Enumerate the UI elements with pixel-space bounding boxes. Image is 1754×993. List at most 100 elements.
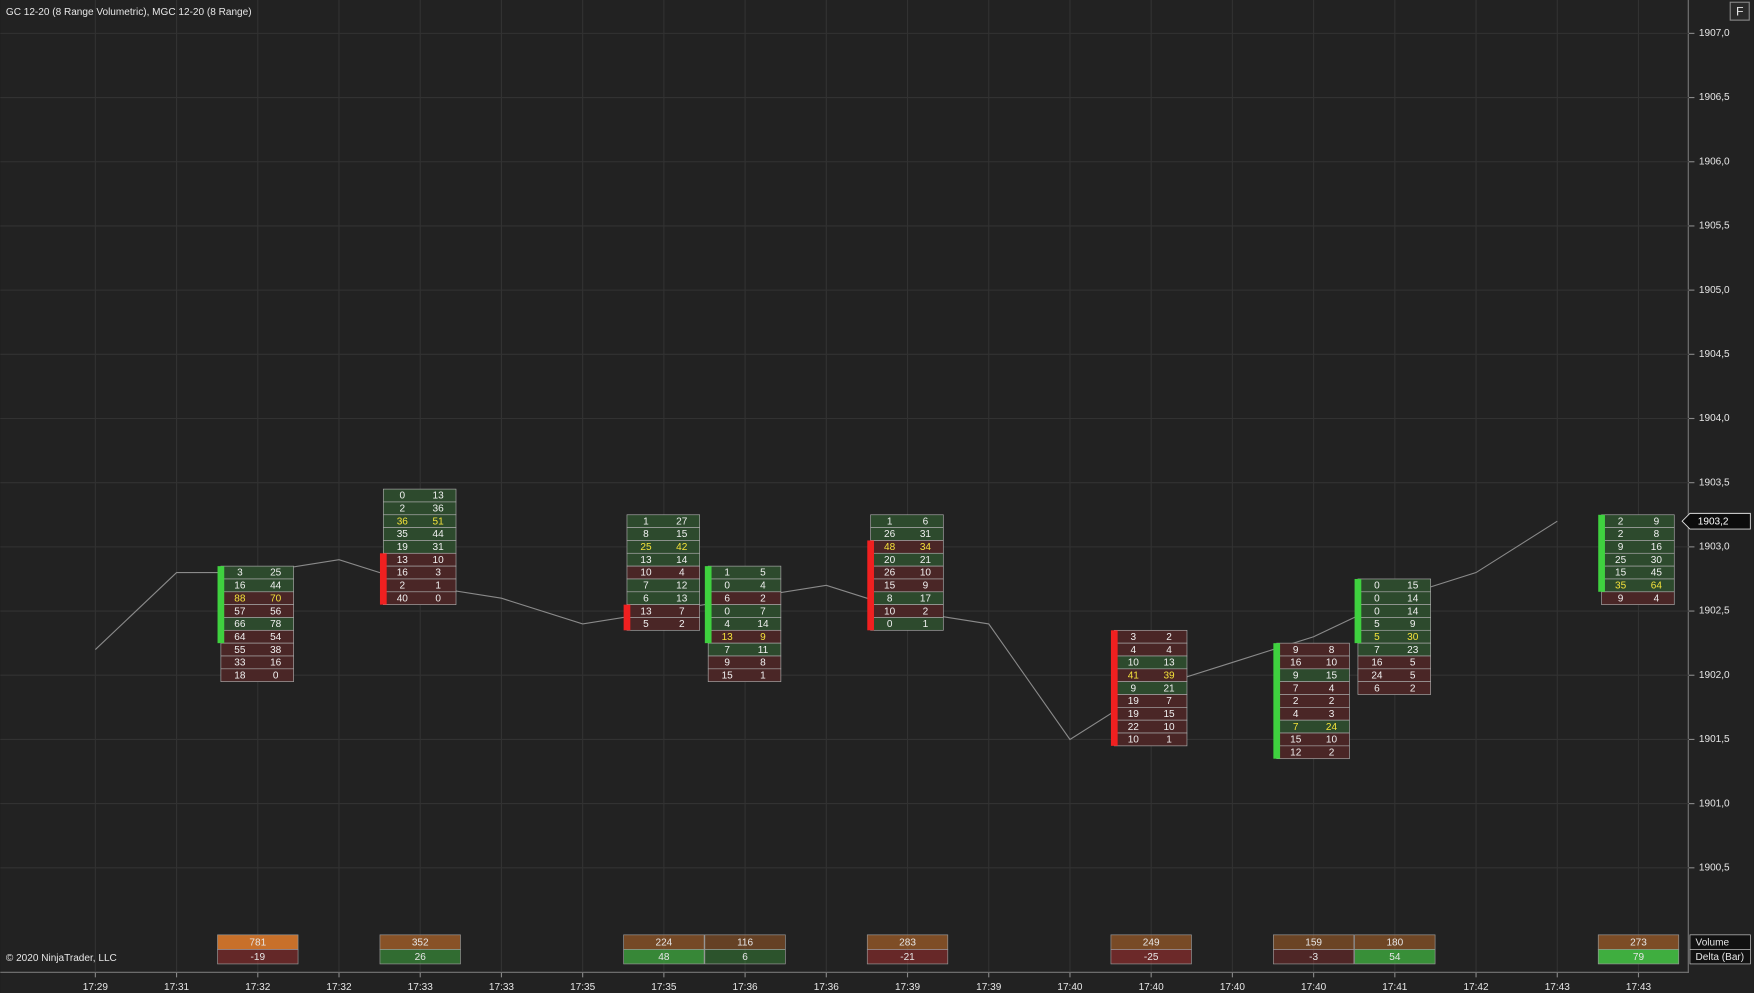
footprint-row bbox=[1276, 668, 1350, 682]
footprint-row bbox=[1113, 732, 1188, 747]
delta-box bbox=[1354, 949, 1436, 965]
bid-volume: 0 bbox=[887, 619, 893, 630]
footprint-row bbox=[1357, 681, 1431, 695]
x-tick-label: 17:43 bbox=[1545, 982, 1571, 993]
ask-volume: 7 bbox=[679, 606, 685, 617]
chart-title: GC 12-20 (8 Range Volumetric), MGC 12-20… bbox=[6, 7, 252, 18]
bid-volume: 25 bbox=[640, 542, 652, 553]
ask-volume: 23 bbox=[1407, 645, 1419, 656]
bid-volume: 0 bbox=[1374, 593, 1380, 604]
ask-volume: 10 bbox=[433, 555, 445, 566]
ask-volume: 5 bbox=[1410, 658, 1416, 669]
y-tick-label: 1904,5 bbox=[1699, 349, 1730, 360]
bid-volume: 16 bbox=[397, 568, 409, 579]
ask-volume: 4 bbox=[1654, 593, 1660, 604]
ask-volume: 13 bbox=[676, 593, 688, 604]
delta-box bbox=[217, 949, 299, 965]
footprint-row bbox=[1601, 565, 1675, 580]
footprint-row bbox=[626, 578, 700, 593]
bid-volume: 10 bbox=[884, 606, 896, 617]
ask-volume: 30 bbox=[1651, 555, 1663, 566]
ask-volume: 25 bbox=[270, 568, 282, 579]
ask-volume: 15 bbox=[1407, 581, 1419, 592]
bid-volume: 0 bbox=[724, 606, 730, 617]
ask-volume: 0 bbox=[273, 670, 279, 681]
footprint-row bbox=[1276, 642, 1350, 657]
bid-volume: 8 bbox=[643, 529, 649, 540]
bid-volume: 35 bbox=[397, 529, 409, 540]
delta-box bbox=[704, 949, 786, 965]
candle-body bbox=[1273, 643, 1281, 759]
bid-volume: 6 bbox=[643, 593, 649, 604]
delta-box bbox=[379, 949, 461, 965]
ask-volume: 14 bbox=[1407, 606, 1419, 617]
footprint-row bbox=[707, 629, 782, 644]
candle-body bbox=[1110, 630, 1118, 746]
x-tick-label: 17:31 bbox=[164, 982, 190, 993]
ask-volume: 12 bbox=[676, 581, 688, 592]
ask-volume: 4 bbox=[1166, 645, 1172, 656]
footprint-row bbox=[707, 591, 782, 605]
copyright: © 2020 NinjaTrader, LLC bbox=[6, 953, 117, 964]
ask-volume: 5 bbox=[1410, 670, 1416, 681]
ask-volume: 15 bbox=[1326, 670, 1338, 681]
ask-volume: 54 bbox=[270, 632, 282, 643]
footprint-row bbox=[382, 501, 457, 516]
bid-volume: 15 bbox=[1290, 735, 1302, 746]
footprint-row bbox=[1357, 591, 1431, 605]
x-tick-label: 17:42 bbox=[1463, 982, 1489, 993]
footprint-row bbox=[382, 565, 457, 580]
ask-volume: 31 bbox=[920, 529, 932, 540]
bid-volume: 24 bbox=[1371, 670, 1383, 681]
footprint-row bbox=[1113, 719, 1188, 734]
footprint-row bbox=[220, 642, 294, 657]
bid-volume: 5 bbox=[643, 619, 649, 630]
volume-value: 180 bbox=[1386, 937, 1403, 948]
corner-button-label[interactable]: F bbox=[1736, 5, 1744, 19]
y-tick-label: 1903,0 bbox=[1699, 542, 1730, 553]
footprint-row bbox=[707, 617, 782, 631]
volume-value: 224 bbox=[655, 937, 672, 948]
ask-volume: 9 bbox=[1654, 516, 1660, 527]
x-tick-label: 17:40 bbox=[1057, 982, 1083, 993]
y-tick-label: 1907,0 bbox=[1699, 28, 1730, 39]
bid-volume: 35 bbox=[1615, 581, 1627, 592]
ask-volume: 4 bbox=[760, 581, 766, 592]
footprint-row bbox=[1601, 527, 1675, 541]
footprint-row bbox=[220, 629, 294, 644]
footprint-row bbox=[1357, 617, 1431, 631]
ask-volume: 24 bbox=[1326, 722, 1338, 733]
footprint-row bbox=[1276, 719, 1350, 734]
ask-volume: 8 bbox=[760, 658, 766, 669]
ask-volume: 8 bbox=[1329, 645, 1335, 656]
y-tick-label: 1901,0 bbox=[1699, 798, 1730, 809]
footprint-row bbox=[382, 488, 457, 503]
ask-volume: 14 bbox=[757, 619, 769, 630]
x-tick-label: 17:33 bbox=[489, 982, 515, 993]
bid-volume: 2 bbox=[1618, 529, 1624, 540]
bid-volume: 0 bbox=[1374, 606, 1380, 617]
bid-volume: 4 bbox=[1293, 709, 1299, 720]
footprint-bar: 1 27 8 15 25 42 13 14 10 4 7 12 6 13 13 7 5 2 224 48 bbox=[623, 514, 705, 965]
ask-volume: 9 bbox=[760, 632, 766, 643]
bid-volume: 2 bbox=[400, 581, 406, 592]
ask-volume: 42 bbox=[676, 542, 688, 553]
ask-volume: 4 bbox=[679, 568, 685, 579]
y-tick-label: 1903,5 bbox=[1699, 477, 1730, 488]
footprint-row bbox=[1276, 655, 1350, 670]
bid-volume: 10 bbox=[640, 568, 652, 579]
volume-value: 159 bbox=[1305, 937, 1322, 948]
footprint-row bbox=[220, 655, 294, 670]
corner-button[interactable] bbox=[1729, 1, 1750, 21]
bid-volume: 6 bbox=[1374, 683, 1380, 694]
footprint-row bbox=[626, 565, 700, 580]
ask-volume: 6 bbox=[923, 516, 929, 527]
bid-volume: 9 bbox=[1618, 593, 1624, 604]
ask-volume: 14 bbox=[676, 555, 688, 566]
bid-volume: 7 bbox=[1293, 722, 1299, 733]
bid-volume: 26 bbox=[884, 529, 896, 540]
footprint-row bbox=[707, 578, 782, 593]
bid-volume: 40 bbox=[397, 593, 409, 604]
x-tick-label: 17:35 bbox=[570, 982, 596, 993]
